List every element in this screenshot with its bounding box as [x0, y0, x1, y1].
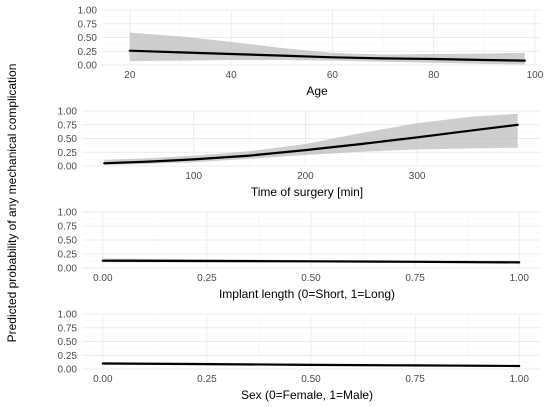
y-tick-label: 0.00 [78, 61, 98, 72]
x-tick-label: 0.75 [405, 374, 425, 385]
x-tick-label: 0.00 [93, 374, 113, 385]
x-axis-label: Sex (0=Female, 1=Male) [241, 388, 373, 402]
y-tick-label: 0.75 [58, 323, 78, 334]
y-tick-label: 0.50 [58, 236, 78, 247]
y-tick-label: 0.25 [58, 148, 78, 159]
y-tick-label: 0.50 [58, 337, 78, 348]
x-axis-label: Time of surgery [min] [251, 185, 363, 199]
y-tick-label: 1.00 [58, 310, 78, 321]
x-tick-label: 0.75 [405, 273, 425, 284]
prediction-line [128, 49, 526, 62]
prediction-line [101, 259, 521, 264]
y-tick-label: 0.75 [58, 222, 78, 233]
x-tick-label: 20 [124, 70, 136, 81]
y-tick-label: 0.50 [58, 134, 78, 145]
panel-sex: 0.00 0.25 0.50 0.75 1.00 0.00 0.25 0.50 0.75 1.00… [58, 310, 540, 402]
panel-implant-length: 0.00 0.25 0.50 0.75 1.00 0.00 0.25 0.50 0.75 1.00… [58, 208, 540, 301]
panel-time-of-surgery: 0.00 0.25 0.50 0.75 1.00 100 200 300 Time of sur… [58, 107, 540, 199]
y-tick-label: 0.50 [78, 33, 98, 44]
y-tick-label: 1.00 [58, 107, 78, 118]
x-tick-label: 0.50 [301, 273, 321, 284]
prediction-line [101, 362, 521, 368]
y-tick-label: 1.00 [78, 6, 98, 17]
x-tick-label: 0.25 [197, 374, 217, 385]
x-tick-label: 40 [226, 70, 238, 81]
prediction-line [103, 123, 519, 165]
y-tick-label: 0.25 [78, 47, 98, 58]
x-tick-label: 80 [428, 70, 440, 81]
x-tick-label: 60 [327, 70, 339, 81]
confidence-band [129, 32, 525, 65]
x-tick-label: 300 [409, 171, 426, 182]
x-tick-label: 100 [527, 70, 544, 81]
y-tick-label: 0.00 [58, 162, 78, 173]
panel-age: 0.00 0.25 0.50 0.75 1.00 20 40 60 80 100 Age [78, 6, 544, 99]
x-axis-label: Implant length (0=Short, 1=Long) [219, 287, 395, 301]
x-tick-label: 0.25 [197, 273, 217, 284]
x-tick-label: 0.50 [301, 374, 321, 385]
y-tick-label: 0.00 [58, 365, 78, 376]
confidence-band [104, 113, 518, 165]
x-tick-label: 1.00 [509, 273, 529, 284]
x-tick-label: 200 [297, 171, 314, 182]
y-tick-label: 0.25 [58, 351, 78, 362]
y-tick-label: 1.00 [58, 208, 78, 219]
y-tick-label: 0.75 [58, 120, 78, 131]
x-tick-label: 0.00 [93, 273, 113, 284]
y-tick-label: 0.75 [78, 19, 98, 30]
x-tick-label: 100 [185, 171, 202, 182]
figure-y-axis-label: Predicted probability of any mechanical … [5, 64, 19, 343]
y-tick-label: 0.25 [58, 250, 78, 261]
x-axis-label: Age [306, 84, 328, 98]
y-tick-label: 0.00 [58, 264, 78, 275]
x-tick-label: 1.00 [509, 374, 529, 385]
